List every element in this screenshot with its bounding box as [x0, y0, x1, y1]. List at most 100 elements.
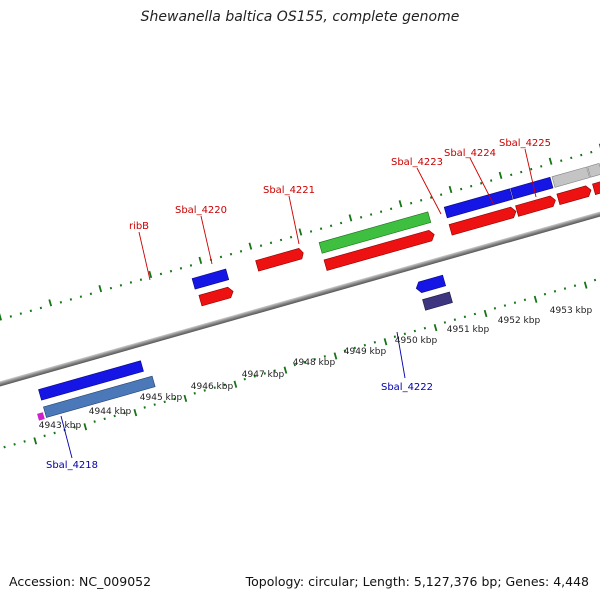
major-tick [498, 171, 503, 179]
minor-tick [169, 269, 173, 273]
cds-sbal-4222[interactable] [422, 291, 453, 311]
minor-tick [219, 255, 223, 259]
kbp-label: 4944 kbp [89, 407, 132, 417]
minor-tick [29, 309, 33, 313]
leader-sbal-4224 [469, 157, 495, 206]
major-tick [233, 380, 238, 388]
minor-tick [590, 150, 593, 154]
kbp-label: 4945 kbp [140, 393, 183, 403]
label-sbal-4222: Sbal_4222 [381, 382, 433, 393]
label-ribB: ribB [129, 221, 149, 232]
minor-tick [513, 301, 517, 304]
minor-tick [93, 420, 96, 423]
minor-tick [359, 216, 363, 219]
gene-sbal-4220[interactable] [255, 248, 305, 272]
kbp-label: 4948 kbp [293, 358, 336, 368]
major-tick [0, 313, 3, 321]
gene-sbal-4225[interactable] [551, 166, 590, 188]
gene-sbal-4221[interactable] [318, 211, 432, 254]
gene-sbal-4224[interactable] [510, 176, 554, 200]
major-tick [283, 366, 288, 374]
minor-tick [353, 346, 357, 350]
minor-tick [393, 335, 397, 338]
cds-sbal-4224[interactable] [515, 195, 556, 217]
major-tick [533, 295, 538, 303]
cds-ribB[interactable] [198, 286, 235, 307]
minor-tick [179, 267, 183, 270]
minor-tick [13, 442, 16, 446]
major-tick [48, 299, 53, 307]
major-tick [183, 394, 188, 403]
minor-tick [203, 389, 206, 392]
minor-tick [153, 403, 156, 406]
cds-sbal-4221[interactable] [323, 229, 436, 271]
minor-tick [313, 358, 316, 361]
gene-ribB[interactable] [191, 268, 230, 290]
minor-tick [439, 193, 443, 196]
kbp-label: 4951 kbp [447, 325, 490, 335]
kbp-label-track: 4943 kbp 4944 kbp 4945 kbp 4946 kbp 4947… [39, 306, 593, 431]
minor-tick [289, 235, 293, 239]
major-tick [298, 228, 303, 236]
minor-tick [369, 213, 373, 216]
leader-sbal-4222 [396, 331, 406, 379]
gene-sbal-4225b[interactable] [587, 163, 600, 178]
minor-tick [423, 326, 427, 330]
label-sbal-4220: Sbal_4220 [175, 205, 227, 216]
minor-tick [560, 159, 563, 163]
cds-sbal-4225b[interactable] [592, 181, 600, 195]
minor-tick [570, 156, 573, 160]
minor-tick [23, 440, 26, 443]
major-tick [83, 423, 88, 431]
feature-track [37, 163, 600, 421]
minor-tick [563, 287, 567, 290]
major-tick [248, 242, 253, 250]
minor-tick [490, 179, 493, 182]
minor-tick [73, 425, 76, 429]
minor-tick [503, 304, 507, 307]
lower-tick-track [3, 278, 597, 449]
major-tick [333, 352, 338, 360]
minor-tick [463, 315, 467, 319]
genome-backbone [0, 174, 600, 424]
minor-tick [189, 264, 193, 267]
major-tick [98, 285, 103, 293]
gene-sbal-4223[interactable] [443, 188, 513, 219]
minor-tick [273, 369, 276, 372]
minor-tick [9, 315, 13, 318]
minor-tick [379, 210, 383, 213]
genome-title: Shewanella baltica OS155, complete genom… [140, 9, 460, 25]
minor-tick [159, 272, 163, 276]
minor-tick [293, 363, 296, 367]
minor-tick [253, 374, 256, 378]
minor-tick [129, 281, 133, 284]
minor-tick [329, 224, 333, 228]
minor-tick [139, 278, 143, 281]
kbp-label: 4947 kbp [242, 370, 285, 380]
minor-tick [413, 329, 417, 333]
minor-tick [319, 227, 323, 230]
minor-tick [163, 400, 166, 404]
minor-tick [573, 284, 577, 287]
minor-tick [123, 411, 126, 415]
minor-tick [419, 199, 423, 202]
gene-sbal-4218[interactable] [38, 360, 144, 401]
label-sbal-4218: Sbal_4218 [46, 460, 98, 471]
label-sbal-4224: Sbal_4224 [444, 148, 496, 159]
major-tick [483, 309, 488, 318]
minor-tick [53, 431, 56, 435]
minor-tick [520, 170, 523, 174]
cds-sbal-4223[interactable] [448, 206, 517, 236]
leader-sbal-4223 [416, 167, 442, 215]
minor-tick [510, 173, 513, 177]
leader-sbal-4220 [200, 215, 213, 265]
accession-text: Accession: NC_009052 [9, 574, 152, 589]
kbp-label: 4952 kbp [498, 316, 541, 326]
minor-tick [363, 343, 367, 347]
cds-sbal-4225[interactable] [556, 185, 593, 206]
kbp-label: 4950 kbp [395, 336, 438, 346]
minor-tick [543, 292, 547, 296]
gene-sbal-4222[interactable] [415, 274, 447, 293]
cds-sbal-4218[interactable] [43, 375, 156, 418]
leader-ribB [138, 231, 151, 281]
